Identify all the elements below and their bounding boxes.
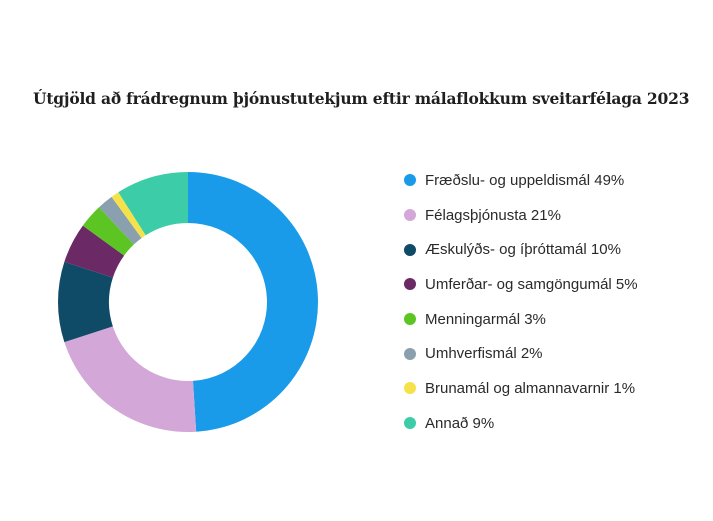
legend-label: Æskulýðs- og íþróttamál 10%: [425, 241, 621, 259]
legend-label: Fræðslu- og uppeldismál 49%: [425, 171, 625, 189]
legend-label: Menningarmál 3%: [425, 310, 546, 328]
donut-slice-8: [118, 172, 188, 236]
legend-item: Umhverfismál 2%: [404, 336, 638, 371]
legend-label: Brunamál og almannavarnir 1%: [425, 379, 636, 397]
legend-item: Menningarmál 3%: [404, 302, 638, 337]
donut-slice-5: [82, 207, 134, 256]
legend-item: Fræðslu- og uppeldismál 49%: [404, 163, 638, 198]
donut-slice-4: [64, 225, 125, 278]
donut-slice-1: [188, 172, 318, 432]
legend-item: Félagsþjónusta 21%: [404, 198, 638, 233]
legend-label: Umhverfismál 2%: [425, 345, 543, 363]
legend-item: Annað 9%: [404, 406, 638, 441]
chart-title: Útgjöld að frádregnum þjónustutekjum eft…: [33, 89, 690, 108]
legend-swatch: [404, 382, 416, 395]
legend-swatch: [404, 313, 416, 326]
legend-item: Brunamál og almannavarnir 1%: [404, 371, 638, 406]
legend-item: Æskulýðs- og íþróttamál 10%: [404, 232, 638, 267]
donut-slice-2: [64, 326, 197, 432]
legend-swatch: [404, 347, 416, 360]
legend-label: Félagsþjónusta 21%: [425, 206, 561, 224]
donut-slice-7: [111, 192, 146, 239]
legend-swatch: [404, 174, 416, 187]
legend-swatch: [404, 417, 416, 430]
donut-slice-3: [58, 261, 113, 343]
legend-label: Annað 9%: [425, 414, 495, 432]
legend-swatch: [404, 278, 416, 291]
legend-swatch: [404, 243, 416, 256]
legend-swatch: [404, 209, 416, 222]
legend-label: Umferðar- og samgöngumál 5%: [425, 275, 638, 293]
chart-legend: Fræðslu- og uppeldismál 49% Félagsþjónust…: [404, 163, 638, 441]
donut-slice-6: [99, 196, 142, 245]
legend-item: Umferðar- og samgöngumál 5%: [404, 267, 638, 302]
